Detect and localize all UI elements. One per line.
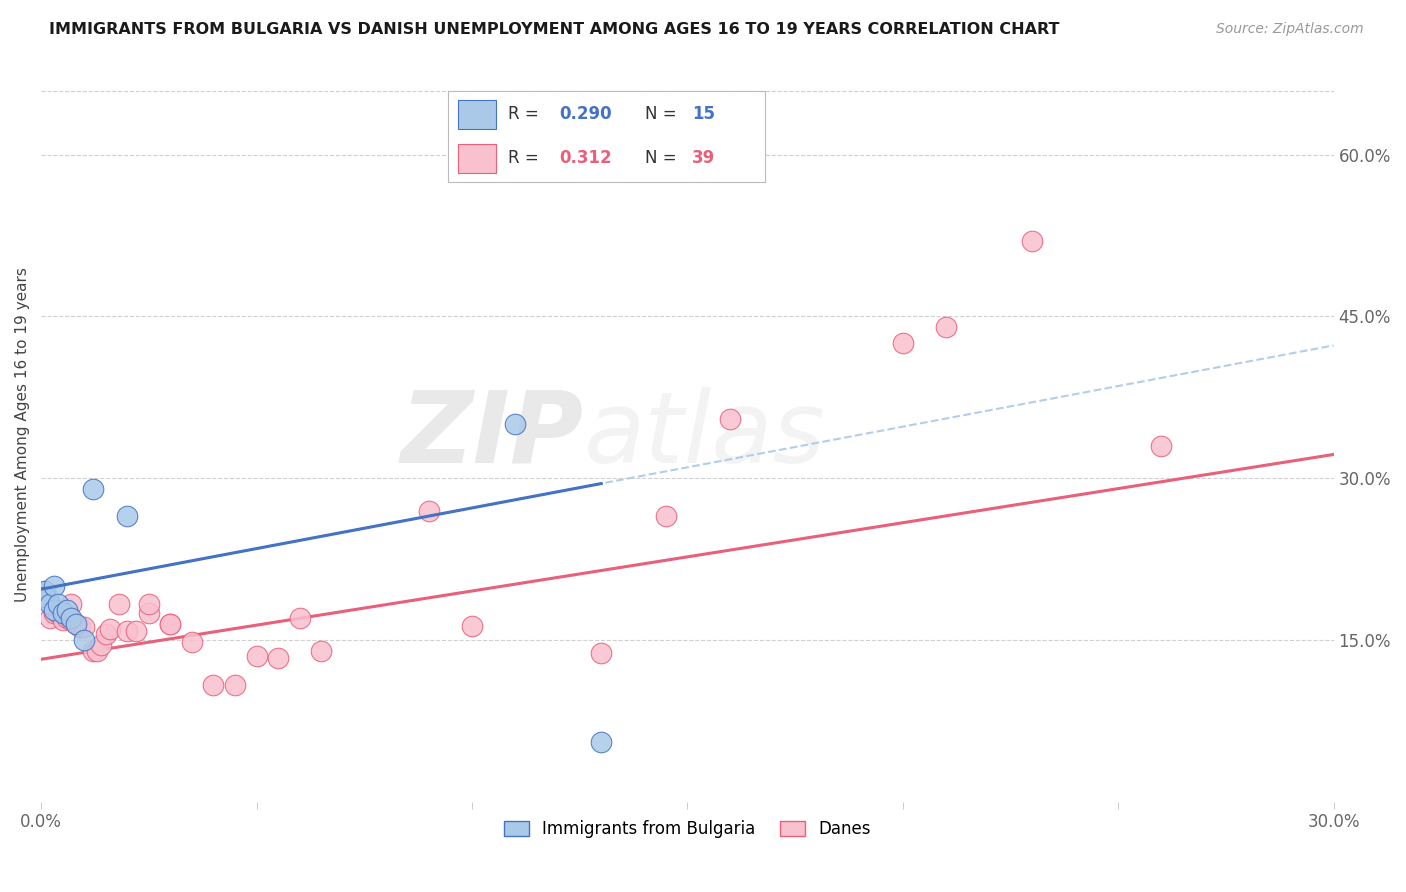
Point xyxy=(935,320,957,334)
Point xyxy=(73,620,96,634)
Point xyxy=(117,508,139,523)
Point xyxy=(720,412,742,426)
Point xyxy=(56,611,79,625)
Point xyxy=(98,622,121,636)
Point xyxy=(69,620,91,634)
Point xyxy=(60,597,83,611)
Point xyxy=(38,611,60,625)
Text: IMMIGRANTS FROM BULGARIA VS DANISH UNEMPLOYMENT AMONG AGES 16 TO 19 YEARS CORREL: IMMIGRANTS FROM BULGARIA VS DANISH UNEMP… xyxy=(49,22,1060,37)
Point xyxy=(1021,234,1043,248)
Point xyxy=(52,614,75,628)
Point xyxy=(56,603,79,617)
Point xyxy=(138,597,160,611)
Point xyxy=(65,616,87,631)
Point xyxy=(891,336,914,351)
Point xyxy=(42,603,65,617)
Point xyxy=(309,643,332,657)
Point xyxy=(180,635,202,649)
Point xyxy=(65,616,87,631)
Point xyxy=(1150,439,1173,453)
Point xyxy=(591,646,613,660)
Point xyxy=(159,616,181,631)
Point xyxy=(90,638,112,652)
Point xyxy=(60,611,83,625)
Point xyxy=(46,597,69,611)
Point xyxy=(42,606,65,620)
Point xyxy=(591,735,613,749)
Point xyxy=(82,643,104,657)
Point xyxy=(46,606,69,620)
Point xyxy=(34,590,56,604)
Point xyxy=(86,643,108,657)
Point xyxy=(117,624,139,639)
Y-axis label: Unemployment Among Ages 16 to 19 years: Unemployment Among Ages 16 to 19 years xyxy=(15,268,30,602)
Point xyxy=(224,678,246,692)
Point xyxy=(34,584,56,599)
Text: ZIP: ZIP xyxy=(401,386,583,483)
Text: Source: ZipAtlas.com: Source: ZipAtlas.com xyxy=(1216,22,1364,37)
Point xyxy=(52,606,75,620)
Point xyxy=(94,627,117,641)
Point xyxy=(34,584,56,599)
Point xyxy=(503,417,526,432)
Point xyxy=(38,597,60,611)
Point xyxy=(159,616,181,631)
Point xyxy=(202,678,225,692)
Point xyxy=(138,606,160,620)
Point xyxy=(655,508,678,523)
Point xyxy=(245,648,267,663)
Point xyxy=(461,619,484,633)
Text: atlas: atlas xyxy=(583,386,825,483)
Point xyxy=(107,597,129,611)
Point xyxy=(73,632,96,647)
Point xyxy=(288,611,311,625)
Point xyxy=(60,614,83,628)
Point xyxy=(267,651,290,665)
Legend: Immigrants from Bulgaria, Danes: Immigrants from Bulgaria, Danes xyxy=(496,814,877,845)
Point xyxy=(418,503,440,517)
Point xyxy=(125,624,148,639)
Point xyxy=(82,482,104,496)
Point xyxy=(42,579,65,593)
